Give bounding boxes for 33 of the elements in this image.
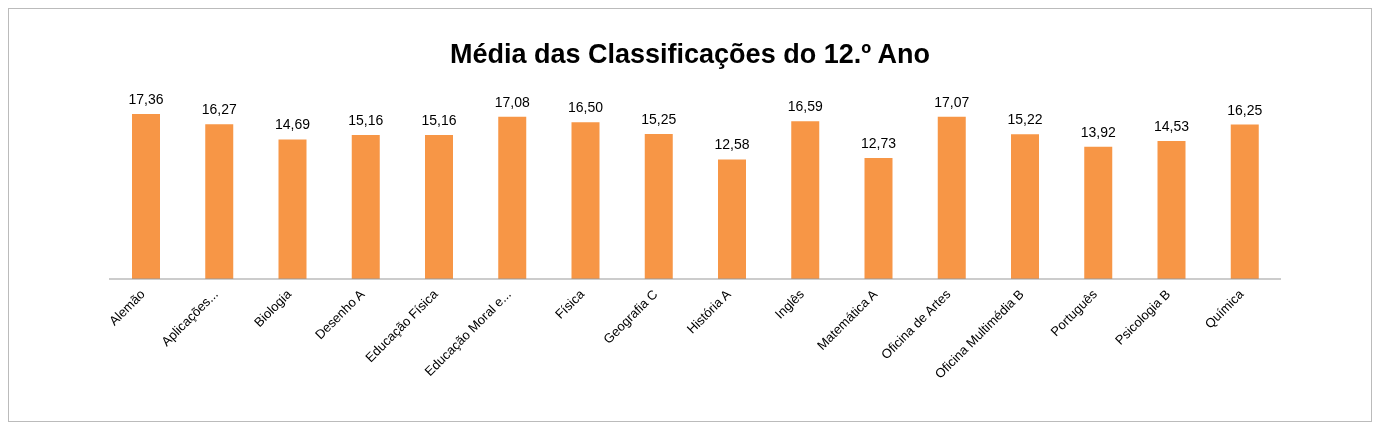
data-label: 14,69 (274, 116, 311, 133)
bar (278, 139, 307, 279)
data-label: 16,50 (567, 99, 604, 116)
bar (132, 114, 160, 279)
bar (351, 134, 380, 279)
bar (571, 122, 600, 279)
bar (498, 116, 527, 279)
data-label: 15,16 (348, 111, 384, 128)
data-label: 12,58 (714, 136, 750, 153)
bar (791, 121, 820, 279)
data-label: 16,27 (201, 101, 237, 118)
bar (644, 134, 673, 279)
bar (1230, 124, 1259, 279)
data-label: 15,22 (1007, 111, 1043, 128)
data-label: 14,53 (1153, 117, 1190, 134)
data-label: 16,59 (787, 98, 823, 115)
data-label: 17,07 (934, 93, 970, 110)
bar (937, 116, 966, 279)
data-label: 15,16 (421, 111, 457, 128)
data-label: 16,25 (1227, 101, 1263, 118)
bar (718, 159, 746, 279)
data-label: 12,73 (860, 135, 897, 152)
bar (1011, 134, 1039, 279)
bar (205, 124, 234, 279)
bar (1084, 146, 1113, 279)
bar (864, 158, 893, 279)
data-label: 15,25 (641, 111, 677, 128)
bar (425, 134, 453, 279)
data-label: 13,92 (1080, 123, 1116, 140)
chart-title: Média das Classificações do 12.º Ano (449, 38, 931, 71)
data-label: 17,08 (494, 93, 530, 110)
data-label: 17,36 (128, 91, 164, 107)
bar (1157, 140, 1186, 279)
